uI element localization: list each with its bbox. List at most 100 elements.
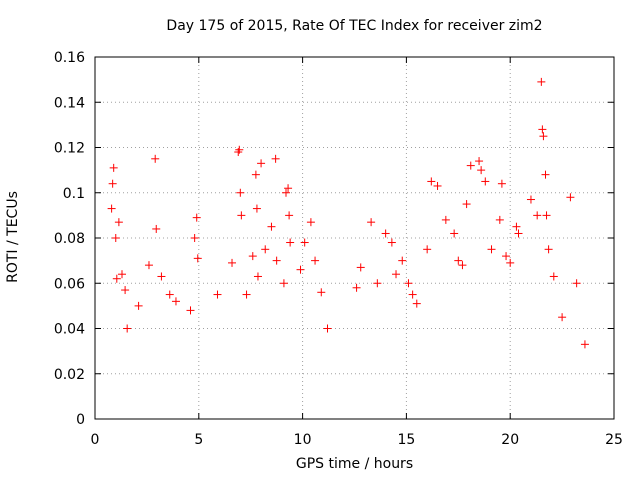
chart-title: Day 175 of 2015, Rate Of TEC Index for r… — [166, 18, 543, 34]
x-tick-label: 10 — [294, 432, 312, 448]
data-point — [450, 229, 459, 238]
data-point — [566, 193, 575, 202]
y-tick-label: 0.08 — [54, 231, 85, 247]
data-point — [381, 229, 390, 238]
data-point — [408, 290, 417, 299]
data-point — [157, 272, 166, 281]
data-point — [427, 177, 436, 186]
x-axis-label: GPS time / hours — [295, 456, 414, 472]
data-point — [423, 245, 432, 254]
y-axis-label: ROTI / TECUs — [5, 191, 21, 283]
data-point — [352, 283, 361, 292]
data-point — [253, 272, 262, 281]
data-point — [271, 154, 280, 163]
data-point — [544, 245, 553, 254]
data-point — [108, 179, 117, 188]
data-point — [242, 290, 251, 299]
data-point — [112, 274, 121, 283]
data-point — [236, 188, 245, 197]
axis-ticks: 0 0.02 0.04 0.06 0.08 0.1 0.12 0.14 0.16 0 5 10 15 20… — [54, 50, 623, 448]
data-point — [541, 170, 550, 179]
data-point — [107, 204, 116, 213]
data-point — [533, 211, 542, 220]
data-point — [144, 261, 153, 270]
data-point — [398, 256, 407, 265]
data-point — [462, 200, 471, 209]
x-tick-label: 5 — [194, 432, 203, 448]
data-point — [477, 166, 486, 175]
data-point — [234, 148, 243, 157]
data-point — [284, 184, 293, 193]
data-point — [356, 263, 365, 272]
data-point — [248, 252, 257, 261]
data-point — [190, 234, 199, 242]
data-point — [252, 204, 261, 213]
data-point — [134, 301, 143, 310]
data-point — [228, 258, 237, 267]
data-point — [296, 265, 305, 274]
data-point — [433, 181, 442, 190]
data-point — [235, 145, 244, 154]
y-tick-label: 0.12 — [54, 141, 85, 157]
data-point — [237, 211, 246, 220]
data-point — [109, 163, 118, 172]
data-point — [251, 170, 260, 179]
data-point — [572, 279, 581, 288]
data-point — [117, 270, 126, 279]
y-tick-label: 0.16 — [54, 50, 85, 66]
y-tick-label: 0 — [76, 412, 85, 428]
data-point — [558, 313, 567, 322]
data-point — [441, 215, 450, 224]
data-point — [114, 218, 123, 227]
data-point — [213, 290, 222, 299]
data-point — [404, 279, 413, 288]
data-point — [111, 234, 120, 242]
data-point — [272, 256, 281, 265]
data-point — [538, 125, 547, 134]
data-point — [121, 286, 130, 295]
data-point — [539, 132, 548, 141]
data-point — [475, 157, 484, 166]
data-point — [171, 297, 180, 306]
data-point — [323, 324, 332, 333]
data-point — [454, 256, 463, 265]
data-point — [526, 195, 535, 204]
data-point — [281, 188, 290, 197]
data-point — [285, 211, 294, 220]
data-point — [123, 324, 132, 333]
data-point — [257, 159, 266, 168]
data-point — [487, 245, 496, 254]
data-point — [495, 215, 504, 224]
data-point — [502, 252, 511, 261]
data-points — [107, 77, 589, 349]
data-point — [549, 272, 558, 281]
data-point — [286, 238, 295, 247]
data-point — [387, 238, 396, 247]
x-tick-label: 15 — [397, 432, 415, 448]
data-point — [317, 288, 326, 297]
data-point — [306, 218, 315, 227]
data-point — [165, 290, 174, 299]
y-tick-label: 0.1 — [63, 186, 85, 202]
data-point — [537, 77, 546, 86]
data-point — [193, 254, 202, 263]
data-point — [151, 154, 160, 163]
data-point — [514, 229, 523, 238]
data-point — [497, 179, 506, 188]
y-tick-label: 0.06 — [54, 276, 85, 292]
data-point — [186, 306, 195, 315]
data-point — [192, 213, 201, 222]
data-point — [392, 270, 401, 279]
y-tick-label: 0.02 — [54, 367, 85, 383]
data-point — [458, 261, 467, 270]
y-tick-label: 0.04 — [54, 322, 85, 338]
plot-frame — [94, 56, 615, 420]
x-tick-label: 20 — [501, 432, 519, 448]
data-point — [580, 340, 589, 349]
data-point — [512, 222, 521, 231]
grid-lines — [95, 57, 614, 419]
x-tick-label: 0 — [91, 432, 100, 448]
x-tick-label: 25 — [605, 432, 623, 448]
data-point — [279, 279, 288, 288]
